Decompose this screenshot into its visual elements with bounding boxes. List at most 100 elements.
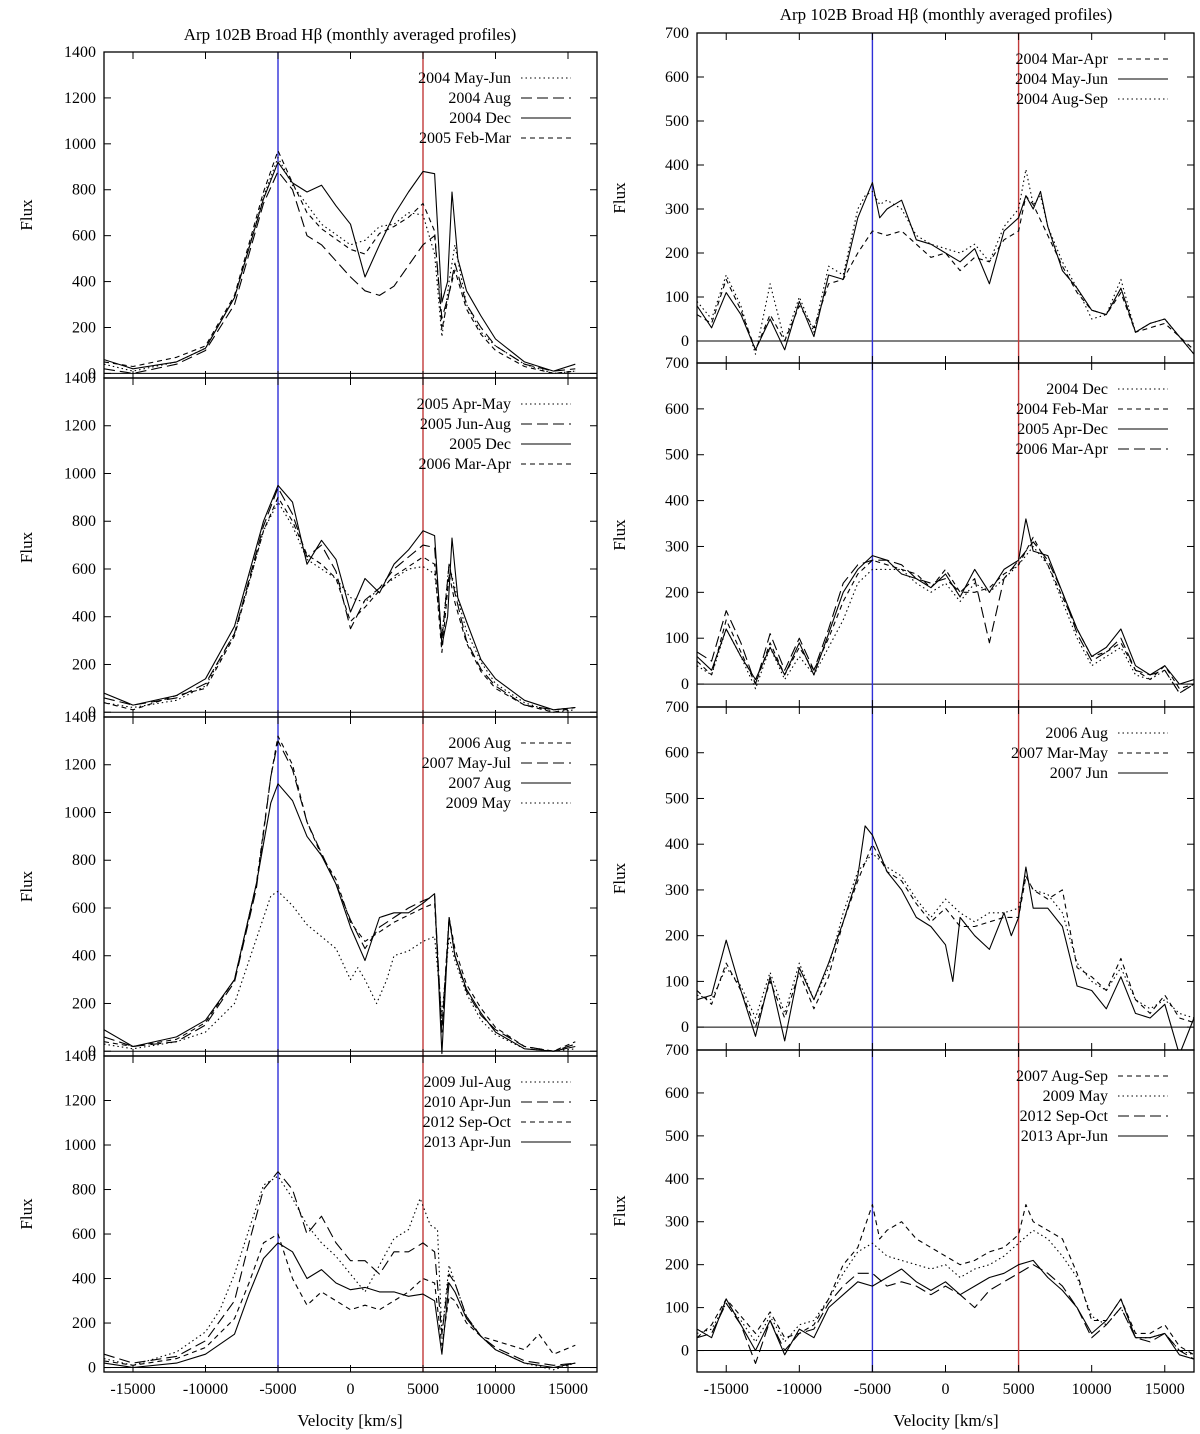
- y-tick-label: 800: [72, 182, 96, 199]
- y-tick-label: 800: [72, 852, 96, 869]
- legend-label: 2004 Aug: [448, 90, 511, 107]
- panel-right-3: 0 100 200 300 400 500 600 700 Flux 2006 Aug 2007 M…: [610, 699, 1195, 1051]
- legend-label: 2005 Feb-Mar: [419, 130, 512, 147]
- legend-label: 2009 May: [1043, 1088, 1108, 1105]
- y-tick-label: 200: [665, 245, 689, 262]
- y-tick-label: 600: [72, 1226, 96, 1243]
- legend-label: 2005 Dec: [449, 436, 511, 453]
- legend-label: 2005 Apr-Dec: [1017, 421, 1108, 438]
- y-tick-label: 400: [665, 157, 689, 174]
- x-tick-label: 0: [347, 1381, 355, 1398]
- series-line-2004-aug: [104, 170, 576, 374]
- y-tick-label: 700: [665, 1042, 689, 1059]
- legend-label: 2010 Apr-Jun: [424, 1094, 511, 1111]
- legend-label: 2007 Aug-Sep: [1016, 1068, 1108, 1085]
- series-line-2012-sep-oct: [104, 1233, 576, 1366]
- x-tick-label: 10000: [1072, 1381, 1112, 1398]
- series-line-2007-mar-may: [697, 843, 1194, 1028]
- y-tick-label: 700: [665, 699, 689, 716]
- series-line-2006-mar-apr: [697, 541, 1194, 694]
- legend-label: 2006 Mar-Apr: [1015, 441, 1108, 458]
- legend-label: 2013 Apr-Jun: [1021, 1128, 1108, 1145]
- x-tick-label: -10000: [183, 1381, 228, 1398]
- y-tick-label: 0: [88, 365, 96, 382]
- legend-label: 2013 Apr-Jun: [424, 1134, 511, 1151]
- y-tick-label: 200: [72, 1315, 96, 1332]
- y-tick-label: 400: [72, 1271, 96, 1288]
- y-tick-label: 1200: [64, 1093, 96, 1110]
- series-line-2010-apr-jun: [104, 1171, 576, 1366]
- y-tick-label: 200: [72, 319, 96, 336]
- y-tick-label: 100: [665, 630, 689, 647]
- legend-label: 2007 May-Jul: [422, 755, 512, 772]
- x-tick-label: -10000: [777, 1381, 822, 1398]
- y-tick-label: 1200: [64, 90, 96, 107]
- y-axis-label: Flux: [17, 531, 36, 563]
- panel-right-2: 0 100 200 300 400 500 600 700 Flux 2004 Dec 2004 F…: [610, 355, 1195, 708]
- right-x-axis-label: Velocity [km/s]: [893, 1411, 998, 1430]
- y-tick-label: 0: [88, 1360, 96, 1377]
- y-tick-label: 1000: [64, 804, 96, 821]
- y-tick-label: 600: [665, 745, 689, 762]
- x-tick-label: 10000: [476, 1381, 516, 1398]
- x-tick-label: 0: [942, 1381, 950, 1398]
- plot-frame: [103, 51, 598, 379]
- y-tick-label: 0: [681, 333, 689, 350]
- traces: [104, 735, 576, 1055]
- y-tick-label: 800: [72, 513, 96, 530]
- series-line-2013-apr-jun: [104, 1242, 576, 1369]
- legend-label: 2007 Aug: [448, 775, 511, 792]
- legend-label: 2009 May: [446, 795, 511, 812]
- series-line-2005-apr-may: [104, 501, 576, 713]
- series-line-2007-aug: [104, 783, 576, 1055]
- y-tick-label: 300: [665, 201, 689, 218]
- legend-label: 2006 Aug: [1045, 725, 1108, 742]
- legend-label: 2004 Mar-Apr: [1015, 51, 1108, 68]
- plot-frame: [696, 706, 1195, 1051]
- legend-label: 2005 Apr-May: [417, 396, 511, 413]
- y-tick-label: 300: [665, 882, 689, 899]
- series-line-2006-mar-apr: [104, 496, 576, 713]
- y-tick-label: 1000: [64, 465, 96, 482]
- series-line-2005-apr-dec: [697, 518, 1194, 685]
- y-tick-label: 400: [665, 493, 689, 510]
- y-tick-label: 200: [665, 584, 689, 601]
- legend-label: 2012 Sep-Oct: [1020, 1108, 1109, 1125]
- series-line-2006-aug: [697, 852, 1194, 1019]
- x-tick-label: 5000: [1003, 1381, 1035, 1398]
- left-column-title: Arp 102B Broad Hβ (monthly averaged prof…: [184, 25, 517, 44]
- plot-frame: [103, 716, 598, 1057]
- y-axis-label: Flux: [610, 182, 629, 214]
- series-line-2004-dec: [104, 161, 576, 372]
- y-tick-label: 500: [665, 447, 689, 464]
- y-tick-label: 1200: [64, 757, 96, 774]
- series-line-2005-feb-mar: [104, 150, 576, 374]
- y-tick-label: 0: [88, 704, 96, 721]
- series-line-2013-apr-jun: [697, 1259, 1194, 1360]
- legend-label: 2006 Mar-Apr: [418, 456, 511, 473]
- plot-frame: [103, 1055, 598, 1373]
- traces: [104, 1171, 576, 1371]
- y-tick-label: 0: [88, 1043, 96, 1060]
- x-tick-label: 15000: [548, 1381, 588, 1398]
- legend-label: 2004 Feb-Mar: [1016, 401, 1109, 418]
- legend-label: 2006 Aug: [448, 735, 511, 752]
- x-tick-label: -5000: [854, 1381, 891, 1398]
- y-tick-label: 500: [665, 1128, 689, 1145]
- y-tick-label: 1400: [64, 370, 96, 387]
- legend-label: 2004 May-Jun: [1015, 71, 1108, 88]
- legend-label: 2004 Aug-Sep: [1016, 91, 1108, 108]
- y-tick-label: 400: [72, 274, 96, 291]
- series-line-2007-aug-sep: [697, 1204, 1194, 1356]
- y-tick-label: 1400: [64, 44, 96, 61]
- y-tick-label: 500: [665, 790, 689, 807]
- y-tick-label: 700: [665, 355, 689, 372]
- x-tick-label: 5000: [407, 1381, 439, 1398]
- series-line-2007-jun: [697, 825, 1194, 1050]
- y-tick-label: 1000: [64, 136, 96, 153]
- series-line-2012-sep-oct: [697, 1264, 1194, 1364]
- series-line-2004-may-jun: [697, 182, 1194, 355]
- x-tick-label: -15000: [704, 1381, 749, 1398]
